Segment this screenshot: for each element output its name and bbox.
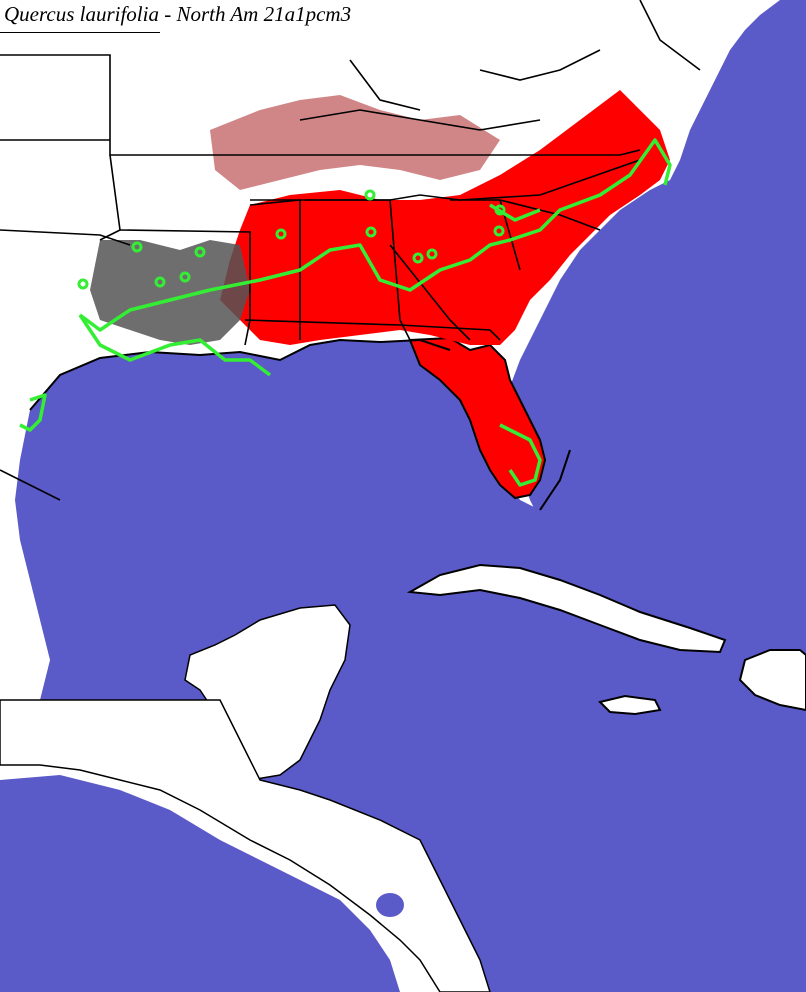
hispaniola — [738, 649, 806, 712]
species-name: Quercus laurifolia — [4, 2, 159, 26]
political-borders — [0, 0, 701, 501]
lake-nicaragua — [376, 893, 404, 917]
central-america — [0, 699, 491, 992]
jamaica — [598, 694, 662, 716]
scattered-suitability-north — [210, 95, 500, 190]
native-range-outline — [19, 138, 672, 487]
atlantic-ocean — [500, 0, 806, 610]
coastlines — [29, 338, 571, 511]
predicted-suitable-region — [220, 90, 670, 345]
gray-suitability-region — [90, 240, 250, 345]
cuba — [406, 563, 727, 654]
occurrence-points — [77, 189, 506, 290]
florida-peninsula — [408, 336, 547, 500]
gulf-of-mexico — [0, 340, 806, 992]
title-underline — [0, 32, 160, 33]
pacific-ocean — [0, 775, 400, 992]
map-subtitle: - North Am 21a1pcm3 — [158, 2, 352, 26]
map-title: Quercus laurifolia - North Am 21a1pcm3 — [4, 2, 351, 27]
